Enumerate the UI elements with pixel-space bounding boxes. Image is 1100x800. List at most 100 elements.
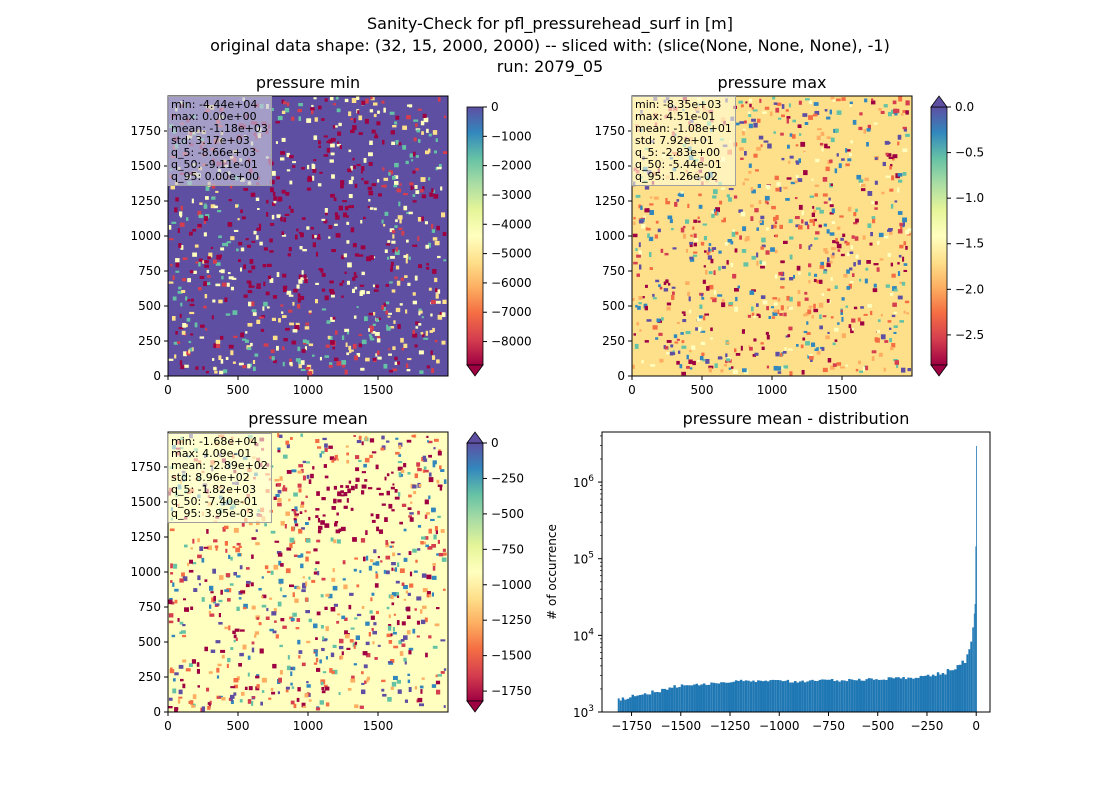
heatmap-cell <box>803 313 808 317</box>
histogram-bar <box>693 684 696 712</box>
heatmap-cell <box>224 297 228 302</box>
heatmap-cell <box>418 484 422 488</box>
heatmap-cell <box>871 216 876 219</box>
heatmap-cell <box>306 226 310 230</box>
histogram-bar <box>890 677 893 712</box>
x-tick-label: −1000 <box>759 719 800 733</box>
heatmap-cell <box>727 239 732 243</box>
heatmap-cell <box>389 326 395 329</box>
heatmap-cell <box>386 633 392 638</box>
heatmap-cell <box>436 607 440 610</box>
heatmap-cell <box>885 175 891 178</box>
heatmap-cell <box>341 651 344 656</box>
heatmap-cell <box>887 229 892 232</box>
heatmap-cell <box>375 133 378 136</box>
heatmap-cell <box>420 216 424 222</box>
heatmap-cell <box>432 565 436 571</box>
histogram-bar <box>638 694 642 712</box>
heatmap-cell <box>668 282 671 286</box>
heatmap-cell <box>437 515 441 518</box>
histogram-bar <box>902 676 905 712</box>
heatmap-cell <box>286 547 292 551</box>
heatmap-cell <box>220 335 224 340</box>
heatmap-cell <box>275 141 278 144</box>
heatmap-cell <box>432 645 438 649</box>
heatmap-cell <box>371 519 376 523</box>
heatmap-cell <box>686 366 690 369</box>
heatmap-cell <box>300 369 306 371</box>
heatmap-cell <box>877 240 880 245</box>
heatmap-cell <box>863 129 867 134</box>
heatmap-cell <box>329 668 333 673</box>
colorbar: 0.0−0.5−1.0−1.5−2.0−2.5 <box>930 95 984 377</box>
heatmap-cell <box>247 270 252 273</box>
heatmap-cell <box>849 153 852 157</box>
heatmap-cell <box>333 197 337 202</box>
heatmap-cell <box>796 344 799 347</box>
heatmap-cell <box>354 253 360 257</box>
heatmap-cell <box>820 261 824 266</box>
histogram-bar <box>801 680 804 712</box>
heatmap-cell <box>302 705 307 708</box>
heatmap-cell <box>837 322 840 325</box>
heatmap-cell <box>384 476 387 481</box>
heatmap-cell <box>304 509 307 513</box>
heatmap-cell <box>850 140 853 144</box>
heatmap-cell <box>286 665 291 671</box>
heatmap-cell <box>423 117 429 123</box>
heatmap-cell <box>891 343 896 348</box>
heatmap-cell <box>794 216 800 220</box>
heatmap-cell <box>813 278 817 283</box>
heatmap-cell <box>329 159 334 163</box>
heatmap-cell <box>286 290 292 295</box>
heatmap-cell <box>340 490 344 494</box>
heatmap-cell <box>314 568 317 571</box>
heatmap-cell <box>322 636 325 641</box>
heatmap-cell <box>274 620 277 623</box>
heatmap-cell <box>269 628 274 632</box>
heatmap-cell <box>665 279 669 284</box>
heatmap-cell <box>346 647 351 650</box>
y-tick-label: 1250 <box>130 194 161 208</box>
heatmap-cell <box>280 563 284 567</box>
heatmap-cell <box>866 142 869 147</box>
histogram-bar <box>629 697 632 712</box>
heatmap-cell <box>376 336 381 339</box>
heatmap-cell <box>333 485 337 490</box>
heatmap-cell <box>443 552 447 556</box>
heatmap-cell <box>338 692 341 695</box>
heatmap-cell <box>332 585 338 591</box>
heatmap-cell <box>383 363 388 369</box>
heatmap-cell <box>364 457 370 463</box>
heatmap-cell <box>290 437 293 440</box>
heatmap-cell <box>708 248 712 252</box>
heatmap-cell <box>658 332 663 336</box>
heatmap-cell <box>805 341 810 346</box>
histogram-bar <box>922 676 925 712</box>
colorbar-tick-label: −3000 <box>491 188 532 202</box>
heatmap-cell <box>348 149 352 153</box>
heatmap-cell <box>197 210 202 216</box>
heatmap-cell <box>773 365 779 371</box>
heatmap-cell <box>394 361 398 365</box>
heatmap-cell <box>437 314 443 320</box>
heatmap-cell <box>704 250 707 253</box>
heatmap-cell <box>233 527 239 533</box>
heatmap-cell <box>428 287 432 291</box>
colorbar-tick-label: −250 <box>491 471 524 485</box>
heatmap-cell <box>439 465 442 470</box>
heatmap-cell <box>428 472 432 477</box>
heatmap-cell <box>170 264 173 267</box>
heatmap-cell <box>885 284 890 288</box>
heatmap-cell <box>766 306 769 311</box>
heatmap-cell <box>250 285 255 288</box>
heatmap-cell <box>365 98 369 104</box>
heatmap-cell <box>408 647 414 651</box>
colorbar-tick-label: −0.5 <box>955 146 984 160</box>
heatmap-cell <box>365 621 370 626</box>
heatmap-cell <box>351 485 355 491</box>
heatmap-cell <box>793 274 795 279</box>
heatmap-cell <box>360 538 366 543</box>
heatmap-cell <box>334 125 338 128</box>
heatmap-cell <box>780 305 784 311</box>
